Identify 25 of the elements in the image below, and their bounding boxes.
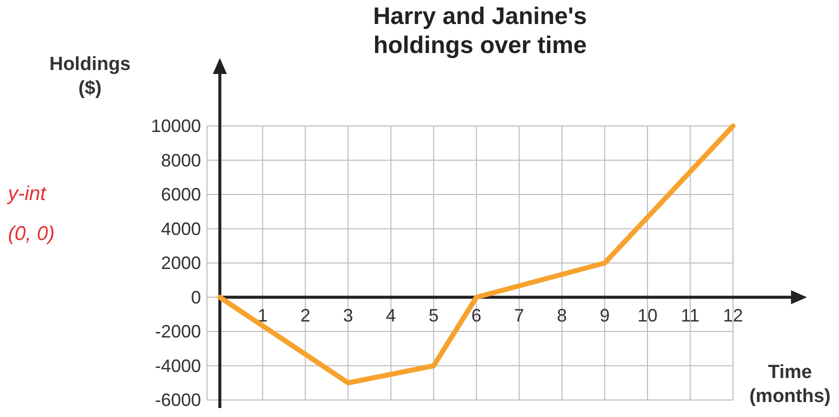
x-tick-label: 12 <box>722 305 744 326</box>
chart-title: Harry and Janine's holdings over time <box>373 3 587 59</box>
y-tick-label: 4000 <box>160 218 201 239</box>
x-axis-title: Time (months) <box>749 362 831 407</box>
x-tick-label: 4 <box>386 305 396 326</box>
x-tick-label: 5 <box>428 305 439 326</box>
x-tick-label: 7 <box>514 305 524 326</box>
x-tick-label: 1 <box>258 305 268 326</box>
y-tick-label: 10000 <box>150 116 201 136</box>
x-tick-label: 3 <box>343 305 354 326</box>
y-tick-label: 2000 <box>160 253 201 273</box>
y-tick-label: -2000 <box>154 322 201 342</box>
x-tick-label: 9 <box>600 305 610 326</box>
x-tick-label: 6 <box>471 305 482 326</box>
y-axis-title: Holdings ($) <box>49 54 131 99</box>
y-tick-label: 6000 <box>160 184 201 204</box>
y-tick-label: -4000 <box>154 356 201 376</box>
text: y-int (0, 0) <box>6 183 55 245</box>
x-tick-label: 2 <box>300 305 310 326</box>
y-tick-label: 8000 <box>160 150 201 170</box>
y-tick-label: 0 <box>190 287 201 308</box>
x-tick-label: 8 <box>556 305 567 326</box>
y-tick-label: -6000 <box>154 390 201 410</box>
x-tick-label: 10 <box>637 305 658 326</box>
x-tick-label: 11 <box>680 305 700 326</box>
